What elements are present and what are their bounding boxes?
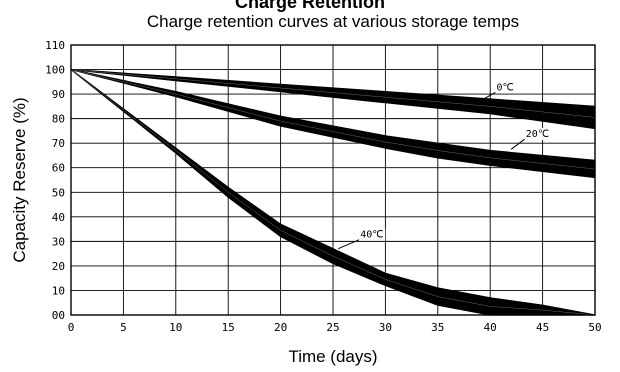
x-tick-label: 30 [379, 321, 392, 334]
annotation-leader [510, 138, 526, 150]
plot-frame [70, 44, 596, 316]
series-annotations: 0℃ 20℃ 40℃ [338, 81, 551, 250]
series-center-line [70, 69, 596, 170]
x-tick-label: 10 [169, 321, 182, 334]
y-tick-label: 50 [52, 186, 65, 199]
x-tick-label: 0 [68, 321, 75, 334]
y-tick-labels: 00 10 20 30 40 50 60 70 80 90 100 110 [45, 39, 65, 322]
x-tick-label: 40 [484, 321, 497, 334]
series-label: 0℃ [496, 82, 513, 93]
x-tick-label: 5 [120, 321, 127, 334]
y-tick-label: 90 [52, 88, 65, 101]
series-center-line [70, 69, 596, 118]
annotation-leader [474, 91, 496, 105]
y-tick-label: 10 [52, 284, 65, 297]
x-tick-label: 50 [588, 321, 601, 334]
y-tick-label: 40 [52, 211, 65, 224]
y-axis-label: Capacity Reserve (%) [10, 97, 29, 262]
y-tick-label: 100 [45, 64, 65, 77]
series-center-line [70, 69, 596, 316]
series-label: 20℃ [526, 129, 549, 140]
x-tick-label: 45 [536, 321, 549, 334]
x-axis-label: Time (days) [288, 347, 377, 366]
x-tick-label: 25 [326, 321, 339, 334]
annotation-leader [338, 239, 360, 250]
y-tick-label: 30 [52, 235, 65, 248]
y-tick-label: 00 [52, 309, 65, 322]
annotation-bg [495, 81, 522, 94]
y-tick-label: 70 [52, 137, 65, 150]
annotation-bg [524, 128, 551, 141]
y-tick-label: 80 [52, 113, 65, 126]
x-tick-label: 20 [274, 321, 287, 334]
x-tick-labels: 0 5 10 15 20 25 30 35 40 45 50 [68, 321, 602, 334]
x-tick-label: 15 [222, 321, 235, 334]
y-tick-label: 60 [52, 162, 65, 175]
chart-subtitle: Charge retention curves at various stora… [147, 12, 519, 31]
chart-title: Charge Retention [235, 0, 385, 12]
y-tick-label: 110 [45, 39, 65, 52]
annotation-bg [359, 228, 386, 241]
x-tick-label: 35 [431, 321, 444, 334]
y-tick-label: 20 [52, 260, 65, 273]
series-label: 40℃ [360, 230, 383, 241]
